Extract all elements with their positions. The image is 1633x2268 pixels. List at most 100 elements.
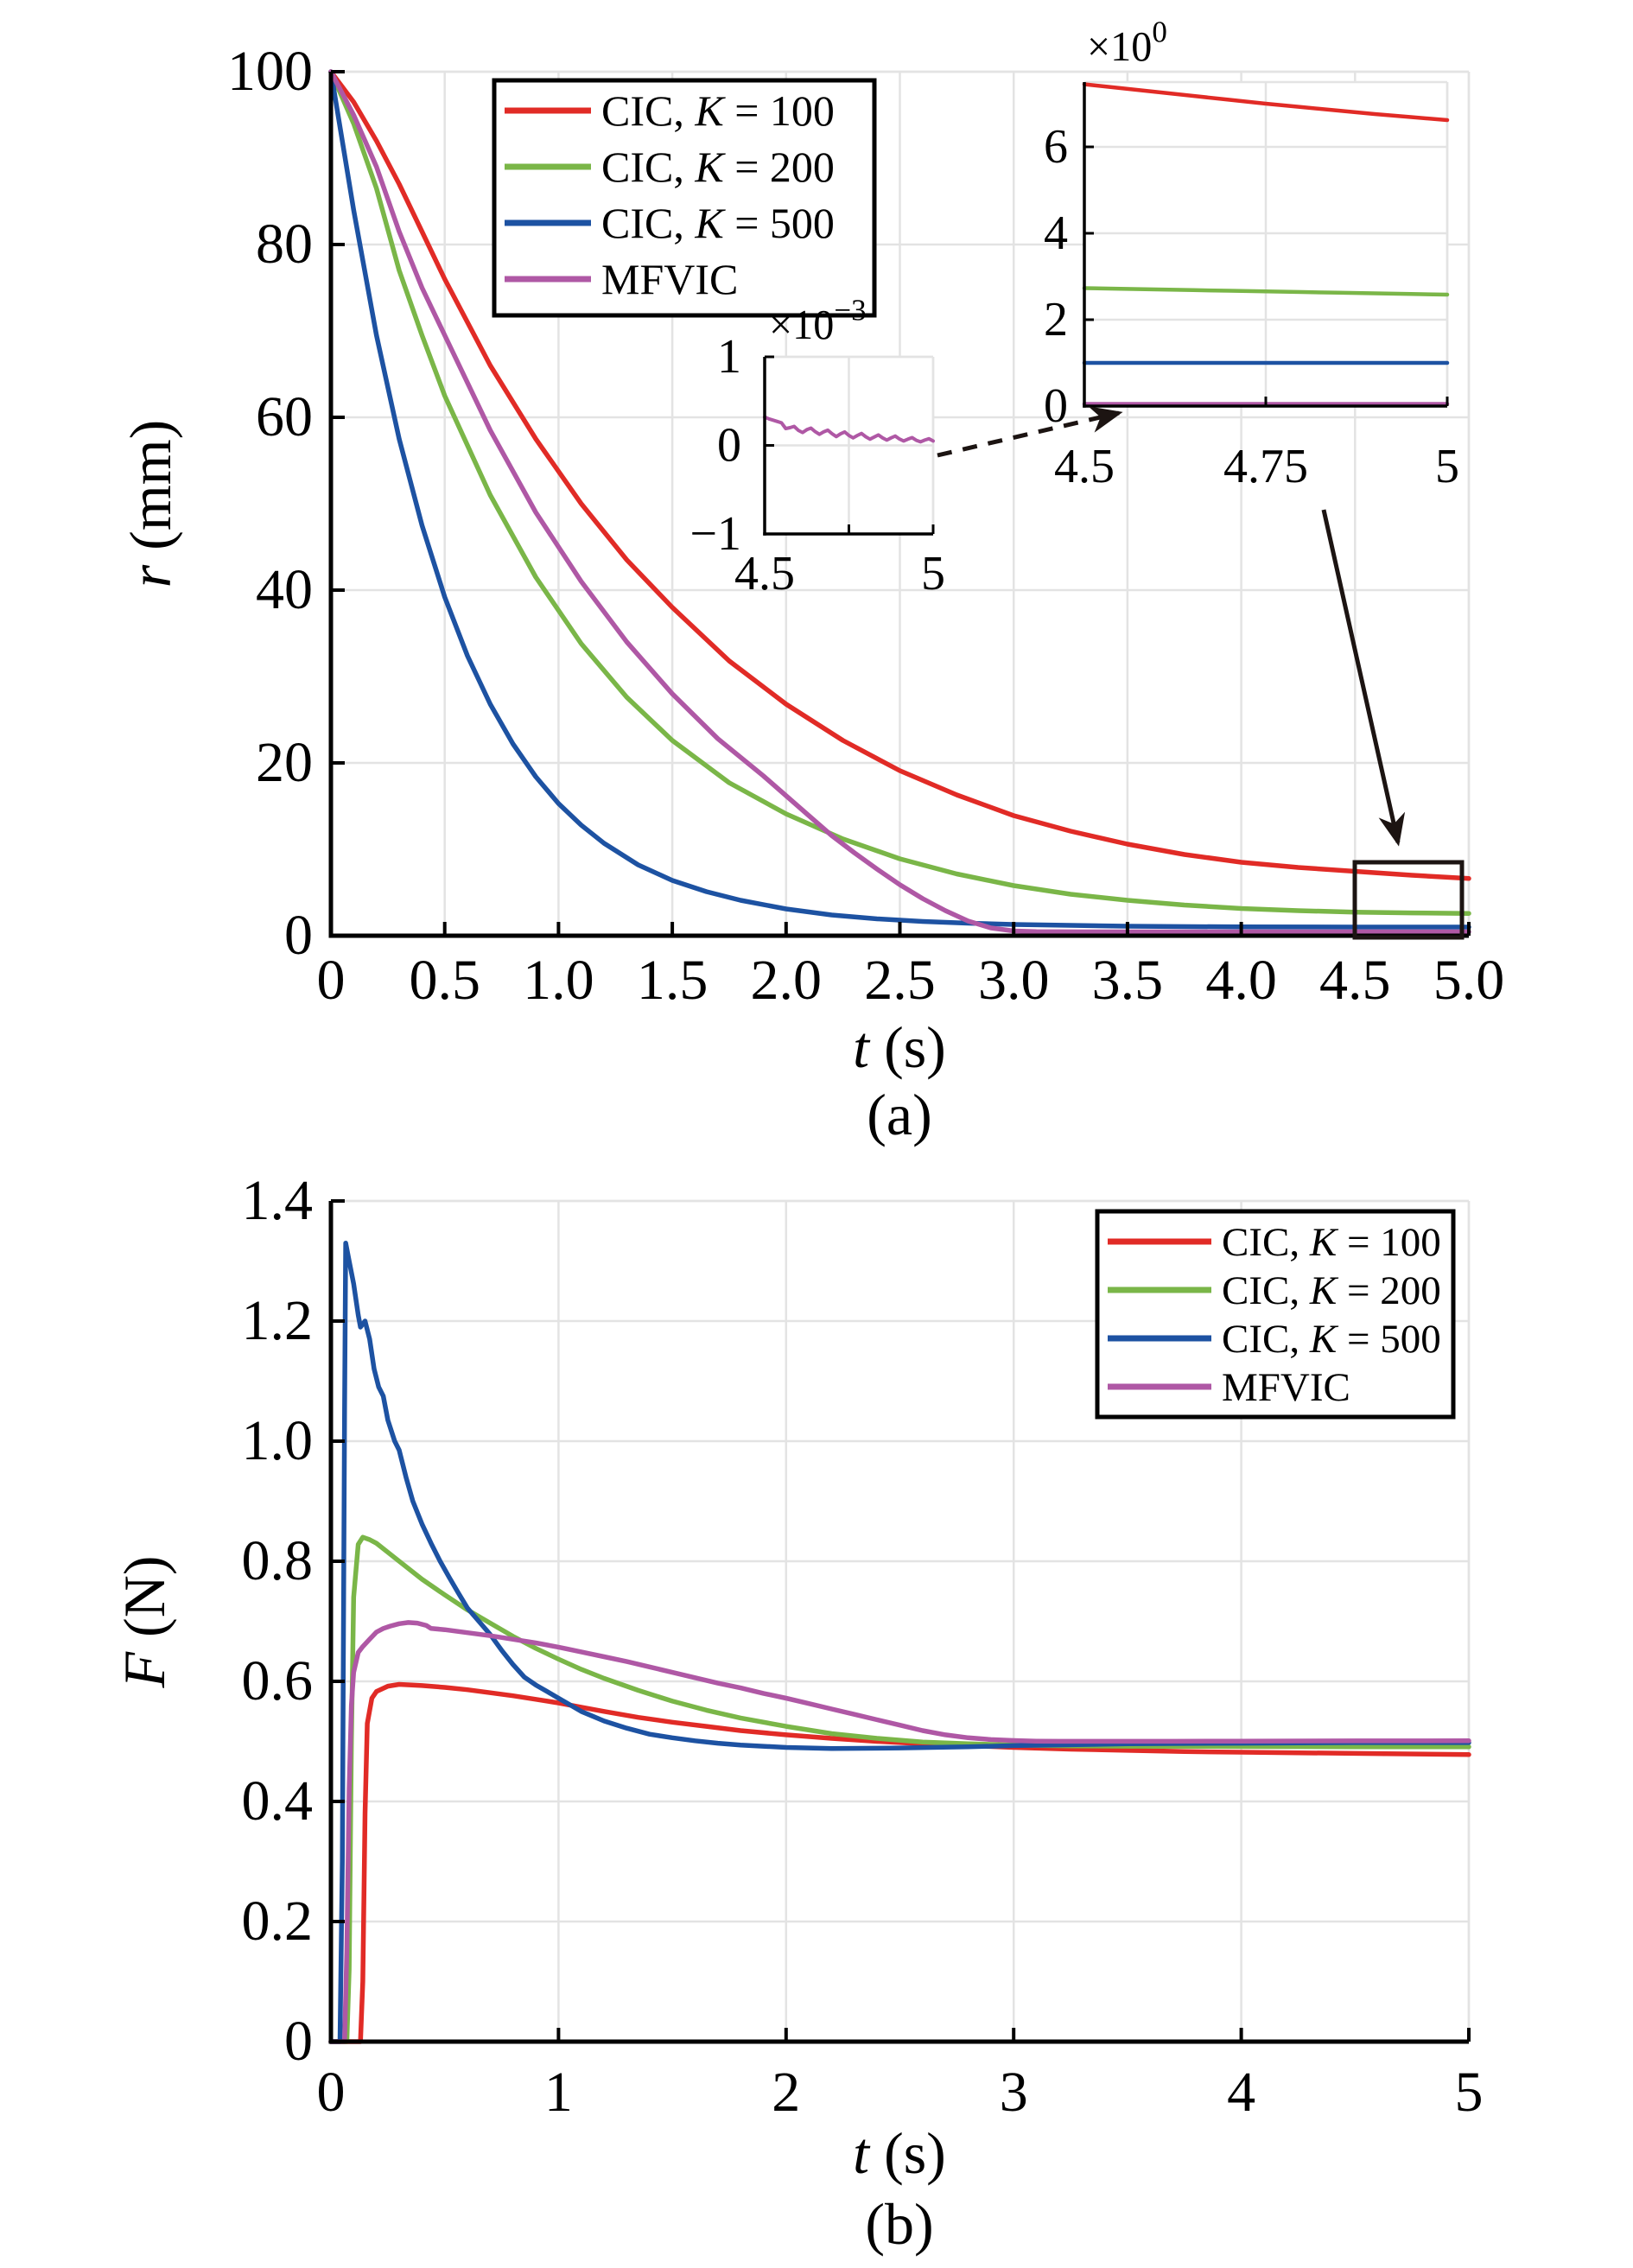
chart-a-series-cic-k500-line — [328, 69, 1471, 930]
legend-label: CIC, K = 500 — [601, 199, 835, 247]
text-part: 4.0 — [1205, 949, 1277, 1012]
caption-b: (b) — [865, 2191, 934, 2257]
text-part: 0.8 — [242, 1529, 314, 1592]
inset-mid-series-mfvic-error-e3-line — [763, 415, 935, 444]
legend-label: CIC, K = 200 — [601, 143, 835, 191]
zoom-region-rect — [1352, 860, 1465, 940]
text-part: −3 — [834, 293, 866, 327]
x-tick-label: 4.75 — [1223, 440, 1308, 493]
text-part: K — [1309, 1268, 1339, 1313]
text-part: −1 — [689, 507, 741, 561]
y-tick-label: 2 — [1044, 293, 1068, 346]
chart-a-tick-labels: 0 0.5 1.0 1.5 2.0 2.5 3.0 3.5 4.0 4.5 5.0020406080… — [227, 40, 1504, 1012]
text-part: 5 — [921, 547, 945, 600]
chart-b-tick-labels: 0 1 2 3 4 5 0 0.2 0.4 0.6 0.8 1.0 1.2 1.4 — [242, 1169, 1484, 2124]
chart-b-series-cic-k500-line — [328, 1240, 1471, 2044]
text-part: 1.4 — [242, 1169, 314, 1232]
text-part: 1.2 — [242, 1289, 314, 1352]
inset-mid-exponent-label: ×10−3 — [769, 293, 867, 348]
text-part: 40 — [256, 558, 313, 621]
x-tick-label: 3.5 — [1092, 949, 1164, 1012]
inset-mid-axes — [763, 355, 935, 536]
x-tick-label: 4.5 — [1054, 440, 1115, 493]
y-tick-label: 1.2 — [242, 1289, 314, 1352]
x-tick-label: 4.0 — [1205, 949, 1277, 1012]
chart-a-annotations — [937, 406, 1465, 940]
text-part: 0.6 — [242, 1649, 314, 1712]
x-tick-label: 5 — [1455, 2061, 1484, 2124]
text-part: 2.5 — [864, 949, 936, 1012]
inset-mid-series — [763, 415, 935, 444]
legend-label: MFVIC — [601, 255, 738, 303]
chart-b-y-axis-label: F (N) — [111, 1556, 177, 1689]
y-tick-label: 0 — [284, 904, 313, 967]
text-part: (mm) — [118, 420, 183, 565]
text-part: 4.5 — [1319, 949, 1391, 1012]
text-part: 0 — [717, 418, 741, 472]
text-part: 2 — [772, 2061, 800, 2124]
y-tick-label: 60 — [256, 385, 313, 448]
legend-label: MFVIC — [1222, 1365, 1350, 1410]
text-part: 1.5 — [637, 949, 708, 1012]
y-tick-label: 0 — [284, 2010, 313, 2073]
zoom-link-arrow-dashed — [937, 406, 1123, 458]
text-part: CIC, — [601, 143, 695, 191]
text-part: CIC, — [601, 199, 695, 247]
text-part: = 500 — [1337, 1317, 1441, 1362]
x-tick-label: 1.0 — [523, 949, 594, 1012]
chart-b-gridlines — [331, 1199, 1471, 2042]
text-part: 80 — [256, 213, 313, 276]
y-tick-label: −1 — [689, 507, 741, 561]
text-part: 3.0 — [978, 949, 1050, 1012]
chart-a-legend: CIC, K = 100 CIC, K = 200 CIC, K = 500 MFVI… — [492, 78, 877, 318]
chart-b-series — [328, 1240, 1471, 2044]
y-tick-label: 6 — [1044, 120, 1068, 174]
x-tick-label: 0 — [317, 949, 346, 1012]
text-part: = 100 — [724, 86, 835, 135]
text-part: K — [694, 143, 726, 191]
text-part: 1.0 — [242, 1409, 314, 1472]
inset-topright-series-cic-k100-zoom-line — [1082, 82, 1450, 123]
legend-label: CIC, K = 100 — [1222, 1220, 1441, 1265]
y-tick-label: 1 — [717, 330, 741, 384]
y-tick-label: 80 — [256, 213, 313, 276]
chart-a-series-mfvic-line — [328, 69, 1471, 935]
inset-topright-series-cic-k200-zoom-line — [1082, 286, 1450, 297]
y-tick-label: 0.6 — [242, 1649, 314, 1712]
inset-mid: 4.5 5 −1 0 1 ×10−3 — [689, 293, 945, 600]
text-part: 3 — [1000, 2061, 1028, 2124]
y-tick-label: 1.4 — [242, 1169, 314, 1232]
x-tick-label: 2 — [772, 2061, 800, 2124]
caption-a: (a) — [867, 1082, 932, 1147]
x-tick-label: 4.5 — [1319, 949, 1391, 1012]
text-part: CIC, — [1222, 1268, 1310, 1313]
inset-mid-tick-labels: 4.5 5 −1 0 1 — [689, 330, 945, 600]
text-part: = 100 — [1337, 1220, 1441, 1265]
text-part: CIC, — [1222, 1317, 1310, 1362]
text-part: 4 — [1044, 206, 1068, 260]
chart-a-x-axis-label: t (s) — [853, 1014, 946, 1080]
text-part: 4.5 — [734, 547, 795, 600]
y-tick-label: 1.0 — [242, 1409, 314, 1472]
text-part: 0 — [284, 2010, 313, 2073]
text-part: MFVIC — [1222, 1365, 1350, 1410]
text-part: (s) — [869, 1014, 946, 1080]
text-part: 2 — [1044, 293, 1068, 346]
chart-b-legend-box — [1095, 1209, 1456, 1420]
chart-b-axes — [328, 1199, 1471, 2044]
text-part: 0.4 — [242, 1769, 314, 1833]
inset-topright-series — [1082, 82, 1450, 406]
chart-b-x-axis-label: t (s) — [853, 2120, 946, 2186]
x-tick-label: 2.5 — [864, 949, 936, 1012]
text-part: 2.0 — [751, 949, 823, 1012]
text-part: 60 — [256, 385, 313, 448]
inset-topright: 4.5 4.75 5 0 2 4 6 ×100 — [1044, 15, 1459, 493]
text-part: 20 — [256, 731, 313, 794]
text-part: K — [1309, 1220, 1339, 1265]
x-tick-label: 5.0 — [1433, 949, 1505, 1012]
text-part: ×10 — [769, 302, 834, 348]
text-part: 3.5 — [1092, 949, 1164, 1012]
